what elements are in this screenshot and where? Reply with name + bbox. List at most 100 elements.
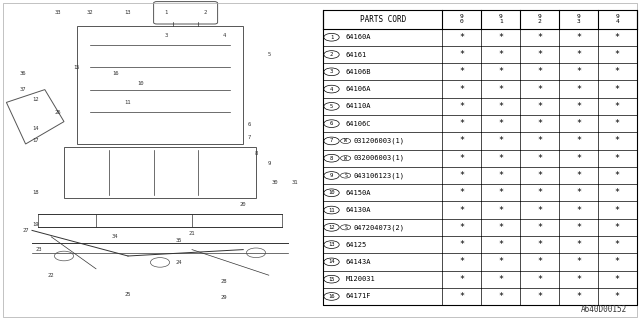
Text: *: * (460, 240, 464, 249)
Text: 64106A: 64106A (346, 86, 371, 92)
Text: 5: 5 (330, 104, 333, 109)
Text: 1: 1 (330, 35, 333, 40)
Text: 24: 24 (176, 260, 182, 265)
Text: *: * (576, 119, 581, 128)
Text: S: S (344, 225, 347, 230)
Text: *: * (498, 292, 503, 301)
Text: *: * (615, 102, 620, 111)
Text: W: W (344, 139, 347, 143)
Text: *: * (576, 33, 581, 42)
Text: *: * (537, 205, 542, 214)
Text: *: * (537, 275, 542, 284)
Text: 11: 11 (328, 208, 335, 212)
Text: *: * (537, 292, 542, 301)
Text: 15: 15 (74, 65, 80, 70)
Text: 14: 14 (328, 260, 335, 264)
Text: *: * (460, 119, 464, 128)
Text: *: * (498, 136, 503, 145)
Text: *: * (498, 188, 503, 197)
Text: *: * (460, 136, 464, 145)
Text: *: * (460, 205, 464, 214)
Text: 9
0: 9 0 (460, 14, 464, 24)
Text: 2: 2 (330, 52, 333, 57)
Text: 29: 29 (221, 295, 227, 300)
Text: *: * (576, 275, 581, 284)
Text: 3: 3 (164, 33, 168, 38)
Text: *: * (576, 154, 581, 163)
Text: *: * (615, 292, 620, 301)
Text: *: * (498, 84, 503, 93)
Text: *: * (498, 33, 503, 42)
Text: *: * (576, 67, 581, 76)
Text: S: S (344, 173, 347, 178)
Text: *: * (460, 275, 464, 284)
Text: *: * (460, 154, 464, 163)
Text: *: * (576, 223, 581, 232)
Text: 19: 19 (32, 221, 38, 227)
Text: 9: 9 (267, 161, 271, 166)
Text: *: * (615, 275, 620, 284)
Text: 11: 11 (125, 100, 131, 105)
Text: 16: 16 (328, 294, 335, 299)
Text: *: * (576, 102, 581, 111)
Text: *: * (615, 33, 620, 42)
Text: *: * (460, 188, 464, 197)
Text: *: * (498, 240, 503, 249)
Text: *: * (498, 119, 503, 128)
Text: *: * (498, 257, 503, 266)
Text: *: * (537, 171, 542, 180)
Text: *: * (615, 257, 620, 266)
Text: *: * (460, 50, 464, 59)
Text: 15: 15 (328, 277, 335, 282)
Text: 64130A: 64130A (346, 207, 371, 213)
Text: M120031: M120031 (346, 276, 375, 282)
Text: 9
2: 9 2 (538, 14, 541, 24)
Text: *: * (537, 84, 542, 93)
Text: *: * (615, 136, 620, 145)
Text: 1: 1 (164, 10, 168, 15)
Text: *: * (498, 205, 503, 214)
Text: 13: 13 (125, 10, 131, 15)
Text: *: * (576, 50, 581, 59)
Text: 9
1: 9 1 (499, 14, 502, 24)
Text: *: * (576, 257, 581, 266)
Text: *: * (537, 188, 542, 197)
Text: 9
4: 9 4 (616, 14, 620, 24)
Text: 5: 5 (267, 52, 271, 57)
Text: 28: 28 (221, 279, 227, 284)
Text: *: * (460, 257, 464, 266)
Text: 10: 10 (138, 81, 144, 86)
Text: 031206003(1): 031206003(1) (354, 138, 405, 144)
Text: *: * (498, 171, 503, 180)
Text: 14: 14 (32, 125, 38, 131)
Text: 6: 6 (248, 122, 252, 127)
Text: *: * (537, 67, 542, 76)
Text: 22: 22 (48, 273, 54, 278)
Text: 047204073(2): 047204073(2) (354, 224, 405, 231)
Text: *: * (537, 154, 542, 163)
Text: A640D00152: A640D00152 (581, 305, 627, 314)
Text: *: * (498, 102, 503, 111)
Text: 4: 4 (330, 87, 333, 92)
Text: *: * (537, 240, 542, 249)
Text: 64161: 64161 (346, 52, 367, 58)
Text: *: * (498, 275, 503, 284)
Text: *: * (537, 223, 542, 232)
Text: 7: 7 (330, 139, 333, 143)
Text: 2: 2 (203, 10, 207, 15)
Text: *: * (615, 171, 620, 180)
Text: *: * (576, 240, 581, 249)
Text: *: * (615, 240, 620, 249)
Text: *: * (576, 292, 581, 301)
Text: *: * (576, 136, 581, 145)
Text: 20: 20 (240, 202, 246, 207)
Text: 8: 8 (330, 156, 333, 161)
Text: 6: 6 (330, 121, 333, 126)
Text: 12: 12 (328, 225, 335, 230)
Text: 10: 10 (328, 190, 335, 195)
Bar (323, 10, 637, 305)
Text: *: * (576, 188, 581, 197)
Text: 35: 35 (176, 237, 182, 243)
Text: 32: 32 (86, 10, 93, 15)
Text: 17: 17 (32, 138, 38, 143)
